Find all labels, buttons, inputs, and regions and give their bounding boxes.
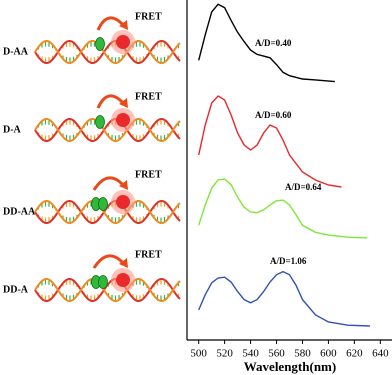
acceptor [116, 113, 130, 127]
x-tick-label: 560 [268, 348, 285, 360]
fret-arrow [96, 94, 126, 109]
donor [95, 115, 105, 129]
ratio-label: A/D=0.60 [255, 110, 292, 120]
fret-arrow [92, 176, 126, 191]
donor [98, 275, 108, 289]
x-tick-label: 600 [320, 348, 337, 360]
x-tick-label: 640 [372, 348, 389, 360]
spectrum-line [198, 178, 368, 239]
fret-label: FRET [135, 91, 162, 102]
ratio-label: A/D=0.40 [255, 38, 292, 48]
fret-label: FRET [135, 11, 162, 22]
x-tick-label: 540 [242, 348, 259, 360]
fret-arrowhead [119, 180, 128, 190]
x-tick-label: 520 [216, 348, 233, 360]
fret-arrowhead [119, 98, 128, 108]
spectrum-line [198, 3, 335, 83]
fret-arrowhead [119, 258, 128, 268]
dna-strand [34, 118, 181, 142]
donor [95, 37, 105, 51]
sample-label: DD-A [3, 284, 29, 295]
fret-arrowhead [119, 20, 128, 30]
dna-strand [34, 40, 181, 64]
fret-arrow [96, 16, 126, 31]
acceptor [116, 273, 130, 287]
dna-strand [34, 278, 181, 302]
dna-strand [34, 200, 181, 224]
sample-label: DD-AA [3, 206, 36, 217]
ratio-label: A/D=0.64 [285, 182, 322, 192]
x-tick-label: 500 [190, 348, 207, 360]
fret-label: FRET [135, 249, 162, 260]
x-tick-label: 620 [346, 348, 363, 360]
spectrum-line [198, 95, 342, 188]
spectrum-line [198, 270, 370, 327]
sample-label: D-AA [3, 46, 29, 57]
dna-strand [34, 40, 181, 64]
fret-label: FRET [135, 169, 162, 180]
sample-label: D-A [3, 124, 22, 135]
x-tick-label: 580 [294, 348, 311, 360]
acceptor [116, 35, 130, 49]
dna-strand [34, 118, 181, 142]
fret-arrow [92, 254, 126, 269]
dna-diagrams [34, 16, 181, 302]
acceptor [116, 195, 130, 209]
dna-strand [34, 200, 181, 224]
dna-strand [34, 278, 181, 302]
ratio-label: A/D=1.06 [270, 256, 307, 266]
x-axis-title: Wavelength(nm) [244, 359, 336, 374]
donor [98, 197, 108, 211]
